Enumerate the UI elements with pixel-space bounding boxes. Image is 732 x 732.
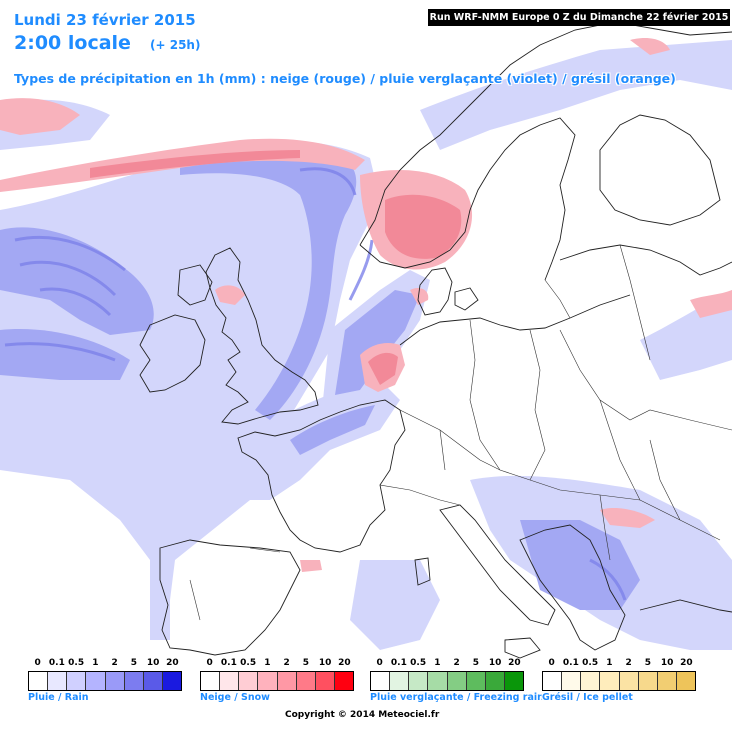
- legend-freezing-rain: 0 0.1 0.5 1 2 5 10 20 Pluie verglaçante / Freez…: [370, 658, 544, 703]
- legend-tick-label: 10: [660, 658, 674, 668]
- legend-swatch: [201, 672, 220, 690]
- legend-swatch: [561, 672, 581, 690]
- legend-snow: 0 0.1 0.5 1 2 5 10 20 Neige / Snow: [200, 658, 354, 703]
- legend-tick-label: 20: [338, 658, 351, 668]
- legend-swatch: [333, 672, 353, 690]
- legend-swatch: [142, 672, 162, 690]
- legend-swatch: [276, 672, 296, 690]
- legend-tick-label: 10: [146, 658, 160, 668]
- legend-tick-label: 0.5: [582, 658, 599, 668]
- legend-tick-label: 5: [130, 658, 138, 668]
- legend-tick-label: 1: [434, 658, 441, 668]
- legend-swatches: [200, 671, 354, 691]
- legend-swatch: [66, 672, 86, 690]
- legend-tick-label: 0.1: [220, 658, 237, 668]
- legend-tick-label: 0.5: [240, 658, 257, 668]
- legend-swatch: [446, 672, 466, 690]
- legend-swatch: [123, 672, 143, 690]
- legend-tick-label: 1: [92, 658, 99, 668]
- legend-swatch: [257, 672, 277, 690]
- legend-tick-label: 10: [488, 658, 502, 668]
- legend-swatch: [465, 672, 485, 690]
- legend-swatch: [314, 672, 334, 690]
- legend-tick-label: 0: [34, 658, 41, 668]
- legend-tick-label: 20: [166, 658, 179, 668]
- legend-tick-label: 2: [111, 658, 118, 668]
- legend-tick-label: 2: [283, 658, 290, 668]
- legend-tick-label: 0: [548, 658, 555, 668]
- precipitation-types-subtitle: Types de précipitation en 1h (mm) : neig…: [14, 71, 676, 86]
- legend-tick-label: 0: [376, 658, 383, 668]
- legend-tick-label: 0.1: [390, 658, 407, 668]
- legend-tick-label: 0.5: [68, 658, 85, 668]
- legend-tick-label: 20: [680, 658, 693, 668]
- legend-swatch: [484, 672, 504, 690]
- copyright-notice: Copyright © 2014 Meteociel.fr: [285, 710, 440, 720]
- legend-swatch: [580, 672, 600, 690]
- legend-tick-label: 5: [472, 658, 480, 668]
- legend-label: Pluie / Rain: [28, 692, 89, 703]
- legend-tick-label: 0.1: [562, 658, 579, 668]
- legend-swatch: [29, 672, 48, 690]
- legend-swatch: [599, 672, 619, 690]
- legend-rain: 0 0.1 0.5 1 2 5 10 20 Pluie / Rain: [28, 658, 182, 703]
- legend-swatch: [85, 672, 105, 690]
- legend-swatch: [238, 672, 258, 690]
- legend-swatch: [543, 672, 562, 690]
- forecast-date: Lundi 23 février 2015: [14, 11, 196, 29]
- legend-swatch: [161, 672, 181, 690]
- rain-streaks: [4, 167, 627, 601]
- legend-tick-label: 0.5: [410, 658, 427, 668]
- country-borders: [189, 244, 732, 621]
- legend-ticks: 0 0.1 0.5 1 2 5 10 20: [370, 658, 524, 670]
- legend-swatch: [47, 672, 67, 690]
- legend-swatch: [503, 672, 523, 690]
- legend-tick-label: 2: [625, 658, 632, 668]
- legend-tick-label: 20: [508, 658, 521, 668]
- legend-swatch: [675, 672, 695, 690]
- snow-core: [90, 150, 462, 385]
- legend-swatch: [104, 672, 124, 690]
- legend-tick-label: 0.1: [48, 658, 65, 668]
- legend-swatch: [408, 672, 428, 690]
- legend-ticks: 0 0.1 0.5 1 2 5 10 20: [28, 658, 182, 670]
- legend-swatch: [295, 672, 315, 690]
- legend-swatches: [28, 671, 182, 691]
- model-run-label: Run WRF-NMM Europe 0 Z du Dimanche 22 fé…: [428, 9, 730, 26]
- legend-swatch: [618, 672, 638, 690]
- legend-tick-label: 1: [606, 658, 613, 668]
- legend-tick-label: 5: [302, 658, 310, 668]
- legend-label: Neige / Snow: [200, 692, 270, 703]
- legend-label: Grésil / Ice pellet: [542, 692, 633, 703]
- forecast-lead-time: (+ 25h): [150, 38, 201, 52]
- legend-swatch: [389, 672, 409, 690]
- legend-swatch: [637, 672, 657, 690]
- legend-tick-label: 2: [453, 658, 460, 668]
- legend-ice-pellet: 0 0.1 0.5 1 2 5 10 20 Grésil / Ice pellet: [542, 658, 696, 703]
- legend-swatch: [427, 672, 447, 690]
- rain-bands: [0, 145, 640, 610]
- legend-swatch: [219, 672, 239, 690]
- legend-swatches: [370, 671, 524, 691]
- legend-swatch: [656, 672, 676, 690]
- legend-swatches: [542, 671, 696, 691]
- legend-tick-label: 5: [644, 658, 652, 668]
- legend-tick-label: 0: [206, 658, 213, 668]
- legend-tick-label: 10: [318, 658, 332, 668]
- legend-ticks: 0 0.1 0.5 1 2 5 10 20: [542, 658, 696, 670]
- legend-label: Pluie verglaçante / Freezing rain: [370, 692, 544, 703]
- legend-swatch: [371, 672, 390, 690]
- forecast-local-time: 2:00 locale: [14, 32, 131, 54]
- coastlines: [139, 21, 732, 659]
- legend-tick-label: 1: [264, 658, 271, 668]
- legend-ticks: 0 0.1 0.5 1 2 5 10 20: [200, 658, 354, 670]
